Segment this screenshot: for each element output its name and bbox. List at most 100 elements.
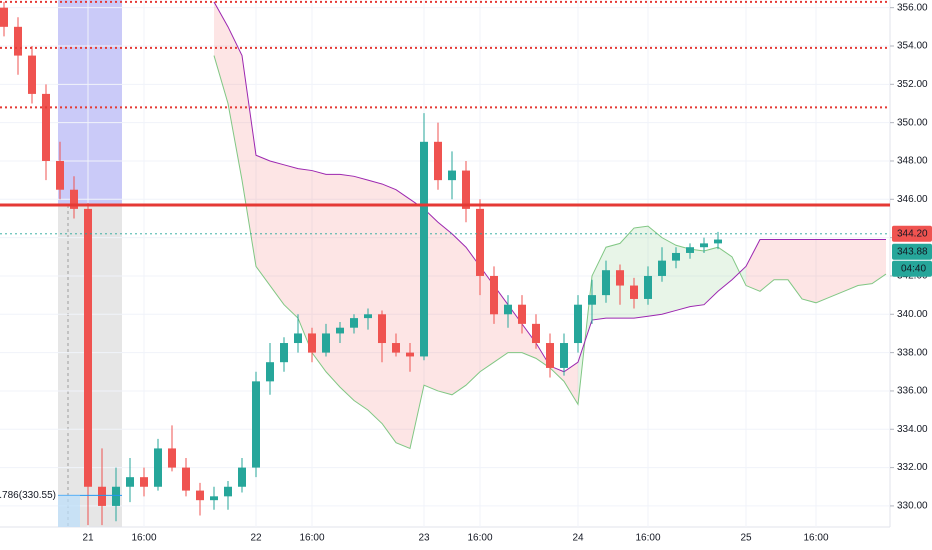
y-tick-label: 336.00 [897,386,928,397]
cloud-fill [508,304,522,353]
cloud-fill [256,155,270,286]
x-tick-label: 16:00 [131,533,156,544]
candle-body [448,170,456,181]
candle-body [70,189,78,209]
cloud-fill [382,183,396,443]
x-tick-label: 16:00 [467,533,492,544]
candle-body [574,304,582,344]
candle-body [602,270,610,296]
candle-body [616,270,624,286]
price-label: 343.88 [897,246,928,257]
candle-body [266,362,274,382]
cloud-fill [704,247,718,305]
overlays: 0.786(330.55) [0,0,890,527]
candle-body [532,323,540,344]
x-tick-label: 16:00 [635,533,660,544]
candle-body [630,285,638,299]
candle-body [252,381,260,468]
y-tick-label: 346.00 [897,194,928,205]
cloud-fill [634,226,648,319]
candle-body [84,208,92,487]
price-label-box [892,225,932,242]
candle-body [308,333,316,353]
cloud-fill [844,239,858,292]
cloud [213,1,887,450]
cloud-fill [606,243,620,319]
countdown-box [892,260,932,277]
candle-body [672,252,680,261]
y-tick-label: 332.00 [897,462,928,473]
candle-body [434,141,442,181]
y-tick-label: 338.00 [897,347,928,358]
candle-body [322,333,330,353]
candle-body [462,170,470,209]
candle-body [420,141,428,357]
cloud-fill [340,174,354,401]
candle-body [14,26,22,56]
candle-body [658,260,666,276]
candle-body [196,490,204,501]
cloud-fill [718,247,732,292]
x-tick-label: 16:00 [803,533,828,544]
candle-body [644,275,652,299]
price-label-box [892,243,932,260]
y-tick-label: 330.00 [897,501,928,512]
y-tick-label: 334.00 [897,424,928,435]
cloud-fill [564,362,578,405]
x-tick-label: 25 [740,533,752,544]
candle-body [546,343,554,368]
cloud-fill [438,222,452,395]
candle-body [42,93,50,161]
x-tick-label: 21 [82,533,94,544]
candle-body [518,304,526,324]
y-tick-label: 348.00 [897,156,928,167]
candle-body [714,239,722,244]
cloud-fill [676,245,690,311]
cloud-fill [284,164,298,319]
candle-body [112,486,120,506]
y-tick-label: 340.00 [897,309,928,320]
cloud-fill [214,1,228,104]
cloud-fill [746,239,760,292]
candle-body [280,343,288,363]
cloud-fill [312,170,326,372]
y-tick-label: 356.00 [897,2,928,13]
candle-body [476,208,484,276]
candle-body [210,496,218,501]
countdown: 04:40 [901,263,926,274]
cloud-fill [802,239,816,303]
cloud-fill [872,239,886,284]
x-tick-label: 16:00 [299,533,324,544]
cloud-fill [228,26,242,181]
x-tick-label: 23 [418,533,430,544]
cloud-fill [452,233,466,395]
cloud-fill [522,323,536,359]
candle-body [224,486,232,497]
cloud-fill [368,180,382,424]
cloud-fill [270,160,284,305]
candle-body [588,295,596,305]
x-tick-label: 24 [572,533,584,544]
candle-body [686,247,694,253]
y-tick-label: 350.00 [897,117,928,128]
cloud-fill [396,189,410,449]
candles [0,1,722,526]
candle-body [392,343,400,353]
cloud-fill [466,247,480,386]
candle-body [168,448,176,468]
fib-zone [58,495,80,527]
price-label: 344.20 [897,228,928,239]
candle-body [406,352,414,357]
candle-body [98,486,106,506]
candle-body [504,304,512,315]
candle-body [378,314,386,344]
x-tick-label: 22 [250,533,262,544]
candle-body [294,333,302,344]
cloud-fill [354,176,368,411]
cloud-fill [830,239,844,298]
fib-label: 0.786(330.55) [0,490,56,501]
candle-body [336,327,344,334]
candle-body [126,477,134,487]
candle-body [140,477,148,487]
